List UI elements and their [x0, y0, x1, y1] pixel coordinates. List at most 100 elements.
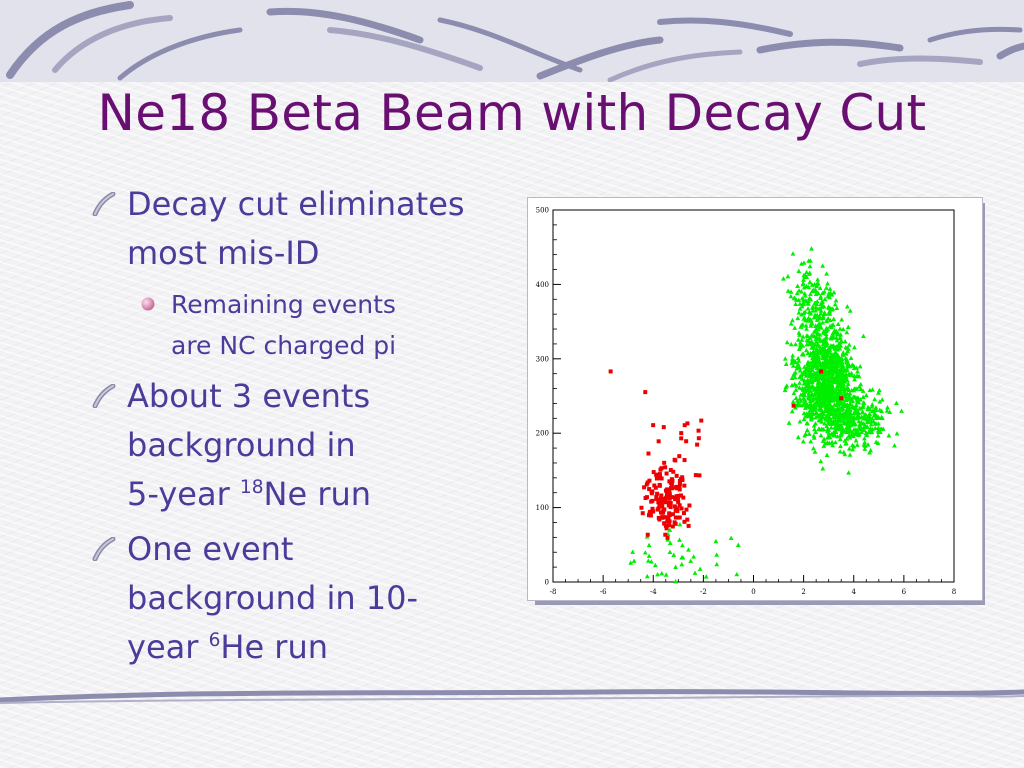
scatter-point-triangle: [792, 374, 798, 380]
scatter-point-triangle: [826, 410, 832, 416]
scatter-point-triangle: [837, 335, 843, 340]
scatter-point-triangle: [835, 363, 841, 368]
scatter-point-square: [682, 458, 687, 463]
scatter-point-triangle: [846, 342, 852, 347]
scatter-point-triangle: [811, 314, 817, 320]
scatter-point-square: [644, 482, 649, 487]
scatter-point-triangle: [793, 301, 799, 307]
isotope-superscript: 6: [208, 629, 221, 651]
scatter-point-triangle: [850, 442, 855, 448]
scatter-point-triangle: [813, 414, 819, 420]
scatter-point-triangle: [807, 335, 813, 340]
scatter-point-triangle: [861, 400, 867, 406]
scatter-point-triangle: [804, 342, 810, 347]
scatter-point-triangle: [799, 351, 805, 357]
scatter-point-triangle: [818, 311, 824, 316]
isotope-superscript: 18: [239, 476, 264, 498]
swoosh-bullet-icon: [92, 192, 116, 216]
scatter-point-triangle: [814, 400, 820, 405]
scatter-point-square: [608, 369, 613, 374]
scatter-point-triangle: [849, 362, 855, 367]
scatter-point-triangle: [829, 385, 835, 390]
scatter-point-triangle: [807, 270, 813, 275]
scatter-point-square: [660, 515, 665, 520]
bullet-item-decay-cut: Decay cut eliminates most mis-ID: [92, 180, 512, 278]
scatter-point-triangle: [806, 309, 812, 314]
scatter-point-triangle: [803, 317, 808, 323]
scatter-point-triangle: [809, 282, 815, 287]
scatter-point-triangle: [868, 421, 874, 427]
scatter-point-triangle: [870, 426, 875, 432]
scatter-point-triangle: [781, 276, 786, 281]
scatter-point-triangle: [817, 332, 823, 337]
scatter-point-square: [677, 487, 682, 492]
scatter-point-triangle: [839, 383, 845, 389]
scatter-point-triangle: [868, 419, 874, 424]
y-tick-label: 200: [536, 430, 549, 438]
scatter-point-square: [674, 473, 679, 478]
scatter-point-triangle: [832, 392, 838, 397]
scatter-point-square: [696, 436, 701, 441]
scatter-point-triangle: [807, 341, 813, 347]
scatter-point-square: [661, 496, 666, 501]
scatter-point-triangle: [790, 251, 796, 256]
scatter-point-triangle: [838, 378, 844, 383]
scatter-point-square: [662, 521, 667, 526]
sub-bullet-item-remaining-events: Remaining events are NC charged pi: [137, 284, 512, 366]
scatter-point-triangle: [784, 339, 790, 345]
scatter-point-triangle: [813, 300, 819, 306]
scatter-point-triangle: [826, 419, 831, 425]
scatter-point-triangle: [836, 343, 841, 348]
scatter-point-triangle: [858, 386, 864, 392]
scatter-point-triangle: [834, 305, 840, 311]
scatter-point-triangle: [792, 358, 798, 363]
scatter-point-triangle: [795, 283, 800, 288]
scatter-point-square: [659, 496, 664, 501]
scatter-point-triangle: [875, 428, 881, 433]
scatter-point-triangle: [818, 308, 824, 313]
scatter-point-square: [667, 492, 672, 497]
scatter-point-triangle: [697, 566, 703, 571]
scatter-point-triangle: [825, 426, 830, 432]
scatter-point-triangle: [841, 449, 847, 455]
scatter-point-triangle: [827, 286, 833, 291]
scatter-point-square: [661, 507, 666, 512]
scatter-point-triangle: [820, 263, 826, 268]
scatter-point-triangle: [832, 301, 838, 307]
scatter-point-triangle: [808, 375, 814, 380]
bullet-text-line: About 3 events: [127, 377, 371, 415]
scatter-point-triangle: [857, 397, 863, 402]
scatter-point-triangle: [806, 366, 812, 371]
scatter-point-triangle: [826, 304, 831, 309]
scatter-point-square: [650, 489, 655, 494]
scatter-point-square: [657, 483, 662, 488]
scatter-point-square: [839, 396, 844, 401]
scatter-point-triangle: [630, 549, 636, 554]
scatter-point-triangle: [824, 452, 830, 458]
scatter-point-triangle: [818, 398, 824, 404]
scatter-point-square: [656, 515, 661, 520]
scatter-point-triangle: [855, 373, 861, 378]
scatter-point-triangle: [869, 402, 875, 407]
scatter-point-triangle: [786, 420, 792, 425]
scatter-point-triangle: [807, 352, 813, 358]
scatter-point-square: [663, 465, 668, 470]
scatter-point-triangle: [866, 414, 871, 419]
scatter-point-triangle: [834, 347, 840, 352]
scatter-point-triangle: [827, 294, 833, 300]
bullet-item-ne18-background: About 3 events background in 5-year 18Ne…: [92, 372, 512, 519]
scatter-point-triangle: [839, 317, 845, 322]
scatter-point-triangle: [853, 402, 859, 408]
scatter-point-triangle: [811, 433, 817, 438]
scatter-point-triangle: [821, 426, 826, 432]
y-tick-label: 400: [536, 281, 549, 289]
scatter-point-triangle: [811, 423, 817, 428]
scatter-point-triangle: [813, 328, 819, 334]
scatter-point-triangle: [836, 373, 842, 379]
scatter-point-triangle: [861, 436, 867, 441]
scatter-point-triangle: [824, 334, 829, 340]
scatter-point-triangle: [846, 446, 852, 451]
scatter-point-triangle: [790, 399, 796, 404]
scatter-point-triangle: [798, 342, 803, 348]
scatter-point-triangle: [833, 298, 839, 303]
